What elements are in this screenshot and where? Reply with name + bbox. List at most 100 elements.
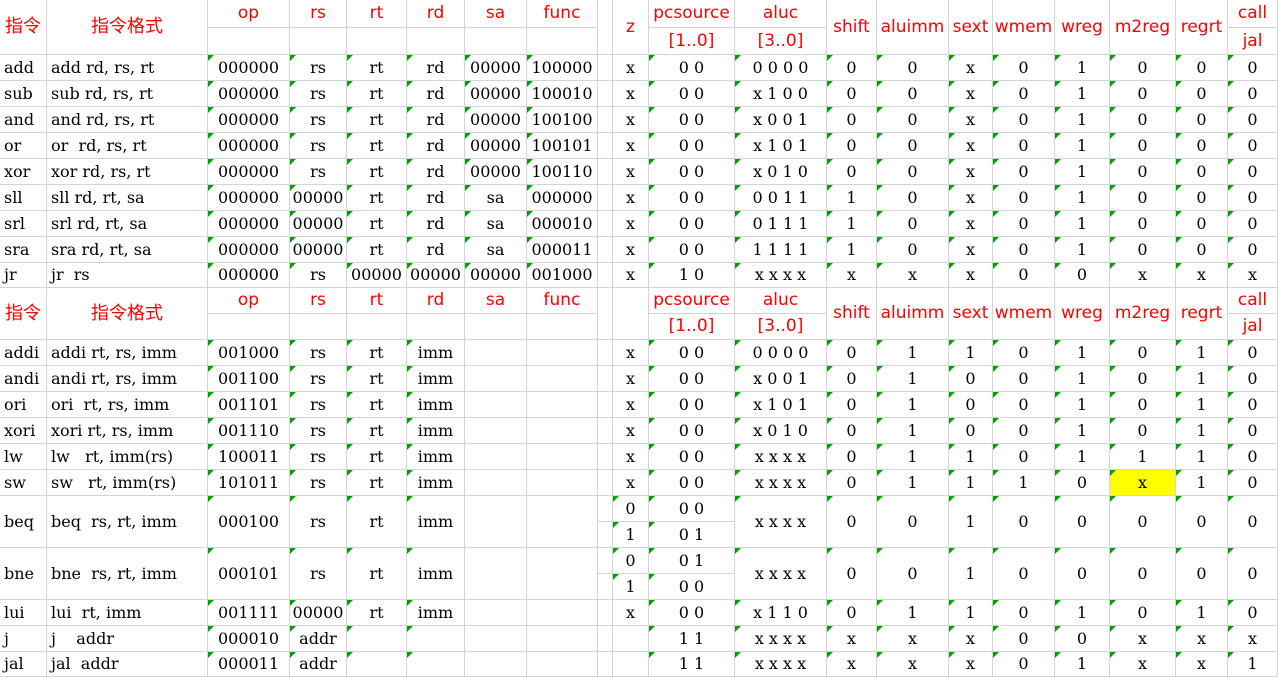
wreg-cell: 0 — [1055, 470, 1110, 496]
call-cell: 0 — [1228, 133, 1278, 159]
rd-cell: rd — [407, 81, 465, 107]
sa-cell — [465, 548, 527, 600]
header-aluc: aluc — [735, 0, 827, 28]
gap-cell — [598, 470, 613, 496]
aluimm-cell: 1 — [877, 444, 949, 470]
instr-cell: sub — [0, 81, 47, 107]
z-cell: 1 — [613, 522, 649, 548]
func-cell — [527, 470, 598, 496]
aluimm-cell: 1 — [877, 392, 949, 418]
wreg-cell: 0 — [1055, 496, 1110, 548]
header-func: func — [527, 288, 598, 314]
rt-cell: rt — [347, 55, 407, 81]
op-cell: 001111 — [208, 600, 290, 626]
aluimm-cell: 1 — [877, 340, 949, 366]
op-cell: 101011 — [208, 470, 290, 496]
call-cell: 0 — [1228, 548, 1278, 600]
shift-cell: x — [827, 263, 877, 288]
header-op-blank — [208, 314, 290, 340]
rt-cell: rt — [347, 237, 407, 263]
sext-cell: 1 — [949, 496, 993, 548]
header-rt-blank — [347, 28, 407, 55]
rt-cell — [347, 652, 407, 677]
sext-cell: x — [949, 81, 993, 107]
header-op-blank — [208, 28, 290, 55]
header-format: 指令格式 — [47, 0, 208, 55]
sa-cell: 00000 — [465, 55, 527, 81]
wreg-cell: 1 — [1055, 185, 1110, 211]
pcsource-cell: 0 0 — [649, 496, 735, 522]
aluc-cell: x 1 0 1 — [735, 133, 827, 159]
z-cell — [613, 652, 649, 677]
op-cell: 000000 — [208, 81, 290, 107]
header-jal: jal — [1228, 314, 1278, 340]
sext-cell: x — [949, 211, 993, 237]
m2reg-cell: 0 — [1110, 600, 1176, 626]
rs-cell: addr — [290, 626, 347, 652]
regrt-cell: 1 — [1176, 600, 1228, 626]
rd-cell: imm — [407, 496, 465, 548]
rd-cell: rd — [407, 55, 465, 81]
z-cell: 1 — [613, 574, 649, 600]
func-cell — [527, 392, 598, 418]
rs-cell: rs — [290, 263, 347, 288]
wreg-cell: 1 — [1055, 237, 1110, 263]
header-rd: rd — [407, 288, 465, 314]
rd-cell: rd — [407, 159, 465, 185]
rs-cell: rs — [290, 55, 347, 81]
func-cell — [527, 340, 598, 366]
shift-cell: 0 — [827, 340, 877, 366]
rt-cell: rt — [347, 81, 407, 107]
format-cell: xor rd, rs, rt — [47, 159, 208, 185]
header-format: 指令格式 — [47, 288, 208, 340]
z-cell: x — [613, 444, 649, 470]
wmem-cell: 0 — [993, 418, 1055, 444]
gap-cell — [598, 444, 613, 470]
pcsource-cell: 0 0 — [649, 55, 735, 81]
shift-cell: 0 — [827, 444, 877, 470]
func-cell: 100101 — [527, 133, 598, 159]
wreg-cell: 0 — [1055, 548, 1110, 600]
header-wreg: wreg — [1055, 0, 1110, 55]
func-cell: 000000 — [527, 185, 598, 211]
regrt-cell: 0 — [1176, 211, 1228, 237]
shift-cell: 1 — [827, 211, 877, 237]
format-cell: andi rt, rs, imm — [47, 366, 208, 392]
pcsource-cell: 0 0 — [649, 444, 735, 470]
func-cell — [527, 496, 598, 548]
regrt-cell: x — [1176, 263, 1228, 288]
gap-cell — [598, 159, 613, 185]
sext-cell: 0 — [949, 366, 993, 392]
sext-cell: x — [949, 55, 993, 81]
regrt-cell: 0 — [1176, 55, 1228, 81]
rd-cell: rd — [407, 211, 465, 237]
pcsource-cell: 0 0 — [649, 159, 735, 185]
header-pcsource: pcsource — [649, 288, 735, 314]
header-rt: rt — [347, 288, 407, 314]
call-cell: 1 — [1228, 652, 1278, 677]
rs-cell: rs — [290, 418, 347, 444]
sa-cell: 00000 — [465, 263, 527, 288]
aluimm-cell: 0 — [877, 133, 949, 159]
wmem-cell: 0 — [993, 626, 1055, 652]
header-wmem: wmem — [993, 288, 1055, 340]
rd-cell: rd — [407, 237, 465, 263]
aluimm-cell: 0 — [877, 55, 949, 81]
wreg-cell: 1 — [1055, 600, 1110, 626]
wreg-cell: 1 — [1055, 652, 1110, 677]
shift-cell: 0 — [827, 55, 877, 81]
sext-cell: 1 — [949, 600, 993, 626]
rs-cell: rs — [290, 81, 347, 107]
gap-cell — [598, 548, 613, 574]
pcsource-cell: 0 0 — [649, 133, 735, 159]
rd-cell: rd — [407, 107, 465, 133]
header-rt-blank — [347, 314, 407, 340]
pcsource-cell: 0 0 — [649, 470, 735, 496]
wreg-cell: 1 — [1055, 340, 1110, 366]
rd-cell: imm — [407, 548, 465, 600]
call-cell: 0 — [1228, 340, 1278, 366]
wmem-cell: 0 — [993, 496, 1055, 548]
instr-cell: sll — [0, 185, 47, 211]
func-cell — [527, 418, 598, 444]
